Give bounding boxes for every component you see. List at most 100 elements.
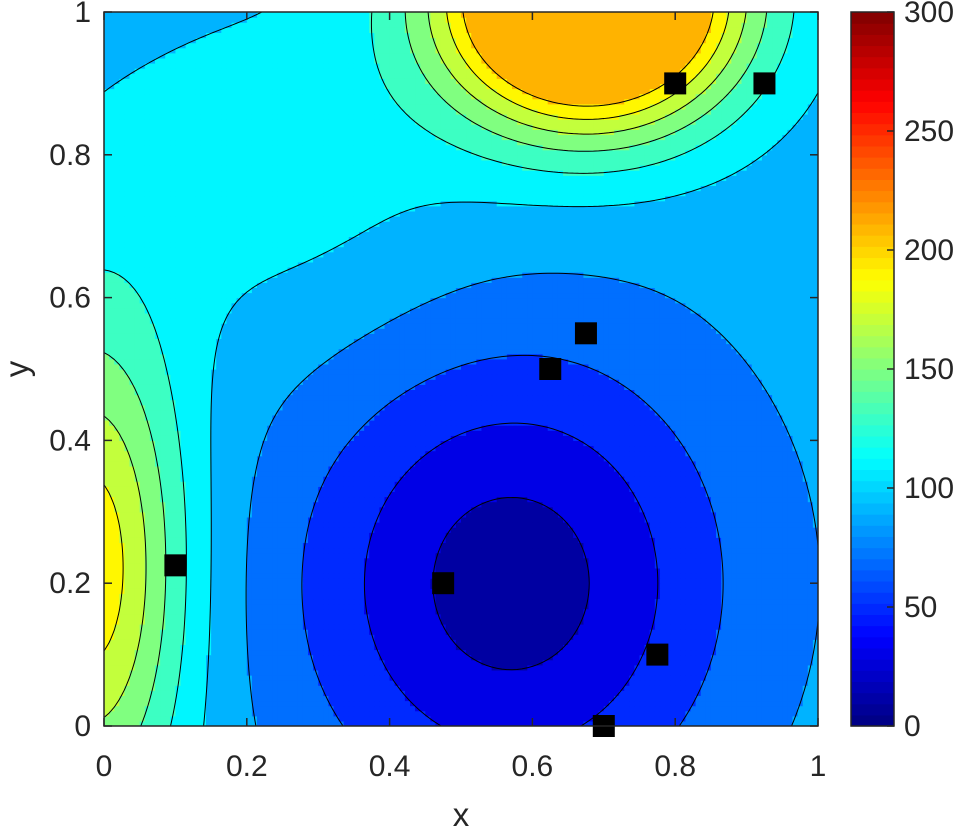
contour-cell bbox=[139, 644, 146, 651]
contour-cell bbox=[512, 680, 518, 686]
contour-cell bbox=[415, 542, 421, 549]
contour-cell bbox=[705, 624, 712, 630]
contour-cell bbox=[583, 552, 590, 559]
contour-cell bbox=[343, 618, 350, 625]
contour-cell bbox=[721, 608, 727, 615]
contour-cell bbox=[404, 552, 411, 559]
contour-cell bbox=[384, 690, 391, 696]
contour-cell bbox=[384, 542, 391, 549]
contour-cell bbox=[129, 669, 136, 676]
contour-cell bbox=[496, 624, 503, 630]
contour-cell bbox=[568, 695, 574, 702]
contour-cell bbox=[557, 562, 564, 569]
contour-cell bbox=[200, 552, 207, 559]
contour-cell bbox=[302, 654, 309, 661]
contour-cell bbox=[190, 669, 197, 676]
contour-cell bbox=[812, 618, 818, 625]
contour-cell bbox=[772, 700, 778, 707]
contour-cell bbox=[532, 542, 539, 549]
contour-cell bbox=[206, 583, 212, 589]
contour-cell bbox=[700, 690, 707, 696]
contour-cell bbox=[211, 608, 217, 615]
contour-cell bbox=[751, 593, 758, 600]
contour-cell bbox=[797, 710, 804, 717]
contour-cell bbox=[364, 695, 370, 702]
contour-cell bbox=[603, 583, 610, 589]
contour-cell bbox=[471, 639, 477, 645]
contour-cell bbox=[649, 593, 656, 600]
contour-cell bbox=[675, 700, 681, 707]
contour-cell bbox=[471, 690, 477, 696]
contour-cell bbox=[292, 552, 299, 559]
contour-cell bbox=[144, 547, 151, 554]
contour-cell bbox=[517, 634, 523, 640]
contour-cell bbox=[624, 562, 630, 569]
contour-cell bbox=[297, 659, 304, 666]
contour-cell bbox=[185, 562, 192, 569]
contour-cell bbox=[190, 547, 197, 554]
contour-cell bbox=[160, 685, 166, 691]
contour-cell bbox=[364, 720, 370, 726]
contour-cell bbox=[767, 695, 773, 702]
contour-cell bbox=[583, 700, 590, 707]
contour-cell bbox=[568, 685, 574, 691]
contour-cell bbox=[608, 644, 615, 651]
contour-cell bbox=[761, 700, 768, 707]
contour-cell bbox=[471, 710, 477, 717]
contour-cell bbox=[486, 562, 493, 569]
contour-cell bbox=[308, 613, 314, 620]
contour-cell bbox=[267, 547, 273, 554]
contour-cell bbox=[563, 608, 569, 615]
contour-cell bbox=[104, 675, 110, 681]
contour-cell bbox=[160, 608, 166, 615]
contour-cell bbox=[746, 710, 753, 717]
contour-cell bbox=[216, 618, 222, 625]
contour-cell bbox=[287, 680, 294, 686]
contour-cell bbox=[165, 669, 171, 676]
contour-cell bbox=[792, 598, 799, 605]
contour-cell bbox=[624, 608, 630, 615]
contour-cell bbox=[807, 659, 814, 666]
contour-cell bbox=[267, 598, 273, 605]
contour-cell bbox=[807, 624, 814, 630]
contour-cell bbox=[741, 608, 748, 615]
contour-cell bbox=[185, 629, 192, 635]
contour-cell bbox=[461, 720, 467, 726]
contour-cell bbox=[226, 624, 233, 630]
contour-cell bbox=[129, 562, 136, 569]
contour-cell bbox=[221, 695, 227, 702]
contour-cell bbox=[736, 715, 743, 722]
contour-cell bbox=[144, 583, 151, 589]
contour-cell bbox=[384, 720, 391, 726]
contour-cell bbox=[557, 583, 564, 589]
contour-cell bbox=[603, 547, 610, 554]
contour-cell bbox=[420, 654, 426, 661]
contour-cell bbox=[292, 624, 299, 630]
contour-cell bbox=[211, 573, 217, 579]
contour-cell bbox=[659, 613, 666, 620]
contour-cell bbox=[404, 715, 411, 722]
contour-cell bbox=[272, 598, 278, 605]
contour-cell bbox=[338, 644, 345, 651]
contour-cell bbox=[109, 715, 115, 722]
contour-cell bbox=[323, 720, 329, 726]
contour-cell bbox=[593, 649, 600, 656]
contour-cell bbox=[675, 557, 681, 564]
contour-cell bbox=[695, 583, 702, 589]
contour-cell bbox=[731, 613, 737, 620]
contour-cell bbox=[216, 715, 222, 722]
contour-cell bbox=[568, 567, 574, 574]
contour-cell bbox=[308, 608, 314, 615]
contour-cell bbox=[343, 700, 350, 707]
contour-cell bbox=[614, 669, 620, 676]
contour-cell bbox=[547, 690, 554, 696]
contour-cell bbox=[501, 608, 508, 615]
contour-cell bbox=[379, 649, 386, 656]
contour-cell bbox=[114, 613, 120, 620]
contour-cell bbox=[501, 567, 508, 574]
contour-cell bbox=[501, 685, 508, 691]
contour-cell bbox=[716, 557, 722, 564]
contour-cell bbox=[323, 552, 329, 559]
contour-cell bbox=[129, 644, 136, 651]
contour-cell bbox=[573, 603, 579, 610]
